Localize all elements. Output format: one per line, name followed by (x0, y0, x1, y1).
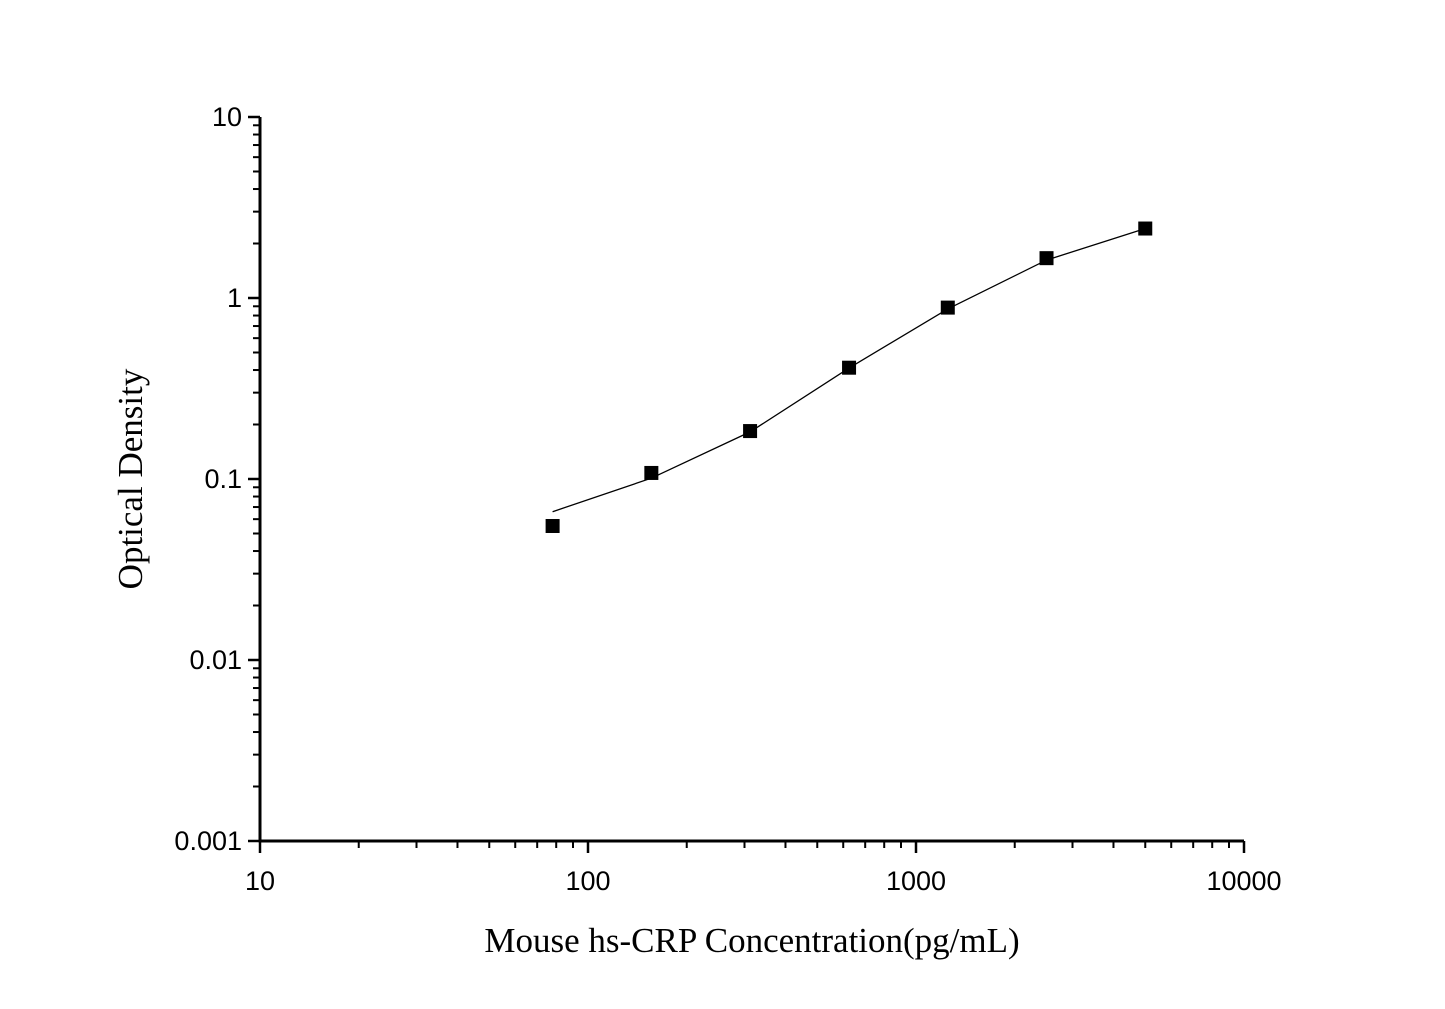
data-point (545, 518, 560, 533)
x-axis-title: Mouse hs-CRP Concentration(pg/mL) (484, 921, 1019, 960)
data-point (842, 360, 857, 375)
axis-ticks (248, 115, 1246, 853)
y-tick-label: 10 (212, 102, 242, 132)
data-point (940, 300, 955, 315)
y-tick-label: 0.1 (204, 464, 242, 494)
y-tick-label: 0.001 (174, 826, 242, 856)
y-tick-label: 1 (227, 283, 242, 313)
x-tick-label: 1000 (886, 866, 946, 896)
x-tick-label: 100 (565, 866, 610, 896)
data-point (743, 424, 758, 439)
y-tick-labels: 0.001 0.01 0.1 1 10 (174, 102, 242, 856)
data-points (545, 221, 1153, 533)
data-point (644, 465, 659, 480)
x-tick-label: 10000 (1206, 866, 1281, 896)
x-tick-label: 10 (245, 866, 275, 896)
data-point (1138, 221, 1153, 236)
y-tick-label: 0.01 (189, 645, 242, 675)
y-axis-title: Optical Density (111, 368, 150, 589)
data-point (1039, 251, 1054, 266)
x-tick-labels: 10 100 1000 10000 (245, 866, 1282, 896)
